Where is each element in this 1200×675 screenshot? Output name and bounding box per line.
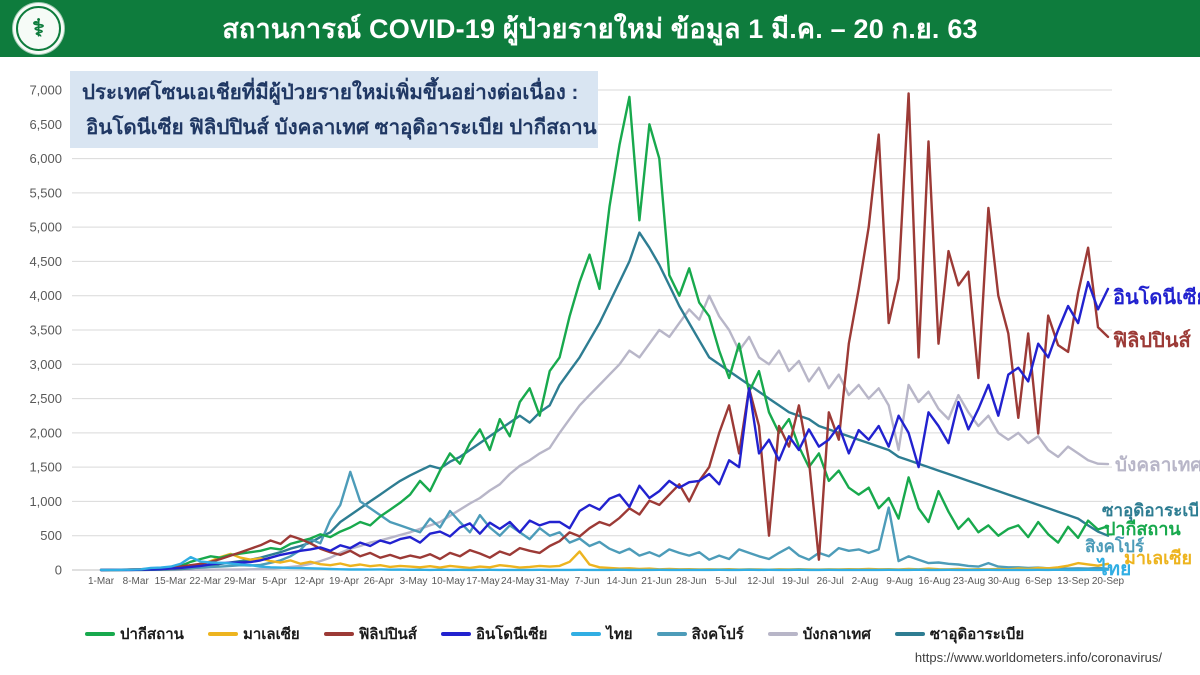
x-tick-label: 29-Mar	[224, 576, 256, 587]
legend-swatch-pakistan-icon	[85, 632, 115, 636]
x-tick-label: 17-May	[466, 576, 499, 587]
legend-swatch-philippines-icon	[323, 632, 354, 636]
legend-swatch-bangladesh-icon	[767, 632, 798, 636]
caduceus-icon: ⚕	[16, 6, 61, 51]
legend-label-indonesia: อินโดนีเซีย	[475, 626, 548, 643]
y-tick-label: 4,000	[29, 288, 62, 303]
end-label-malaysia: มาเลเซีย	[1124, 548, 1192, 568]
end-label-thailand: ไทย	[1096, 557, 1131, 580]
end-label-saudi-arabia: ซาอุดิอาระเบีย	[1102, 500, 1200, 521]
x-tick-label: 7-Jun	[575, 576, 600, 587]
y-tick-label: 6,000	[29, 151, 62, 166]
x-tick-label: 21-Jun	[641, 576, 672, 587]
legend-swatch-thailand-icon	[571, 632, 602, 636]
x-tick-label: 23-Aug	[953, 576, 985, 587]
legend-label-saudi-arabia: ซาอุดิอาระเบีย	[929, 626, 1025, 643]
legend-item-bangladesh: บังกลาเทศ	[767, 622, 871, 646]
x-tick-label: 15-Mar	[155, 576, 187, 587]
x-tick-label: 20-Sep	[1092, 576, 1125, 587]
legend-swatch-singapore-icon	[656, 632, 687, 636]
legend-swatch-indonesia-icon	[440, 632, 471, 636]
legend-item-philippines: ฟิลิปปินส์	[323, 622, 417, 646]
x-tick-label: 26-Jul	[817, 576, 844, 587]
series-line-bangladesh	[99, 294, 1110, 572]
x-tick-label: 12-Apr	[294, 576, 325, 587]
y-tick-label: 0	[55, 563, 62, 578]
end-label-bangladesh: บังคลาเทศ	[1115, 455, 1200, 476]
x-tick-label: 31-May	[536, 576, 569, 587]
x-axis-labels: 1-Mar 8-Mar 15-Mar 22-Mar 29-Mar 5-Apr 12-Apr 1…	[88, 576, 1125, 587]
legend-item-singapore: สิงคโปร์	[656, 622, 744, 646]
x-tick-label: 6-Sep	[1025, 576, 1052, 587]
header-bar: ⚕ สถานการณ์ COVID-19 ผู้ป่วยรายใหม่ ข้อม…	[0, 0, 1200, 57]
end-label-pakistan: ปากีสถาน	[1104, 519, 1181, 539]
legend-label-malaysia: มาเลเซีย	[242, 626, 300, 643]
x-tick-label: 9-Aug	[886, 576, 913, 587]
info-box-line1: ประเทศโซนเอเชียที่มีผู้ป่วยรายใหม่เพิ่มข…	[82, 80, 579, 104]
x-tick-label: 26-Apr	[364, 576, 395, 587]
page-title: สถานการณ์ COVID-19 ผู้ป่วยรายใหม่ ข้อมูล…	[222, 14, 978, 44]
series-line-philippines	[99, 92, 1110, 572]
x-tick-label: 24-May	[501, 576, 534, 587]
y-tick-label: 1,500	[29, 460, 62, 475]
end-label-indonesia: อินโดนีเซีย	[1113, 285, 1200, 309]
x-tick-label: 12-Jul	[747, 576, 774, 587]
x-tick-label: 2-Aug	[852, 576, 879, 587]
moph-logo-icon: ⚕	[13, 3, 64, 54]
y-tick-label: 3,500	[29, 323, 62, 338]
y-tick-label: 7,000	[29, 83, 62, 98]
series-line-saudi-arabia	[99, 231, 1110, 572]
x-tick-label: 10-May	[432, 576, 465, 587]
x-tick-label: 1-Mar	[88, 576, 115, 587]
y-tick-label: 6,500	[29, 117, 62, 132]
x-tick-label: 16-Aug	[918, 576, 950, 587]
series-line-singapore	[99, 470, 1110, 572]
y-tick-label: 5,500	[29, 185, 62, 200]
x-tick-label: 5-Apr	[262, 576, 287, 587]
gridlines	[72, 89, 1112, 571]
y-tick-label: 3,000	[29, 357, 62, 372]
end-label-singapore: สิงคโปร์	[1085, 536, 1145, 556]
y-tick-label: 5,000	[29, 220, 62, 235]
x-tick-label: 28-Jun	[676, 576, 707, 587]
y-axis-labels: 0 500 1,000 1,500 2,000 2,500 3,000 3,500 4,000 4…	[29, 83, 62, 578]
y-tick-label: 2,000	[29, 425, 62, 440]
legend-swatch-malaysia-icon	[207, 632, 238, 636]
series-line-indonesia	[99, 280, 1110, 572]
y-tick-label: 1,000	[29, 494, 62, 509]
series-lines	[99, 92, 1110, 572]
legend-label-pakistan: ปากีสถาน	[120, 626, 184, 643]
legend-label-bangladesh: บังกลาเทศ	[802, 626, 871, 643]
x-tick-label: 14-Jun	[607, 576, 638, 587]
legend-item-malaysia: มาเลเซีย	[207, 622, 300, 646]
series-line-pakistan	[99, 95, 1110, 572]
info-box-line2: อินโดนีเซีย ฟิลิปปินส์ บังคลาเทศ ซาอุดิอ…	[86, 115, 597, 139]
x-tick-label: 19-Apr	[329, 576, 360, 587]
x-tick-label: 3-May	[400, 576, 428, 587]
series-line-thailand	[99, 555, 1110, 572]
end-label-philippines: ฟิลิปปินส์	[1113, 329, 1192, 352]
legend-swatch-saudi-arabia-icon	[894, 632, 925, 636]
x-tick-label: 30-Aug	[988, 576, 1020, 587]
y-tick-label: 2,500	[29, 391, 62, 406]
x-tick-label: 22-Mar	[189, 576, 221, 587]
y-tick-label: 4,500	[29, 254, 62, 269]
x-tick-label: 8-Mar	[123, 576, 150, 587]
legend-label-thailand: ไทย	[606, 626, 633, 643]
legend-item-pakistan: ปากีสถาน	[85, 622, 184, 646]
x-tick-label: 13-Sep	[1057, 576, 1090, 587]
legend-item-thailand: ไทย	[571, 622, 633, 646]
legend-label-philippines: ฟิลิปปินส์	[358, 626, 417, 643]
info-box: ประเทศโซนเอเชียที่มีผู้ป่วยรายใหม่เพิ่มข…	[70, 71, 598, 148]
x-tick-label: 5-Jul	[715, 576, 737, 587]
legend: ปากีสถาน มาเลเซีย ฟิลิปปินส์ อินโดนีเซีย ไทย…	[85, 623, 1125, 645]
legend-label-singapore: สิงคโปร์	[691, 626, 744, 643]
y-tick-label: 500	[40, 528, 62, 543]
x-tick-label: 19-Jul	[782, 576, 809, 587]
legend-item-indonesia: อินโดนีเซีย	[440, 622, 548, 646]
legend-item-saudi-arabia: ซาอุดิอาระเบีย	[894, 622, 1025, 646]
source-url[interactable]: https://www.worldometers.info/coronaviru…	[914, 650, 1162, 665]
